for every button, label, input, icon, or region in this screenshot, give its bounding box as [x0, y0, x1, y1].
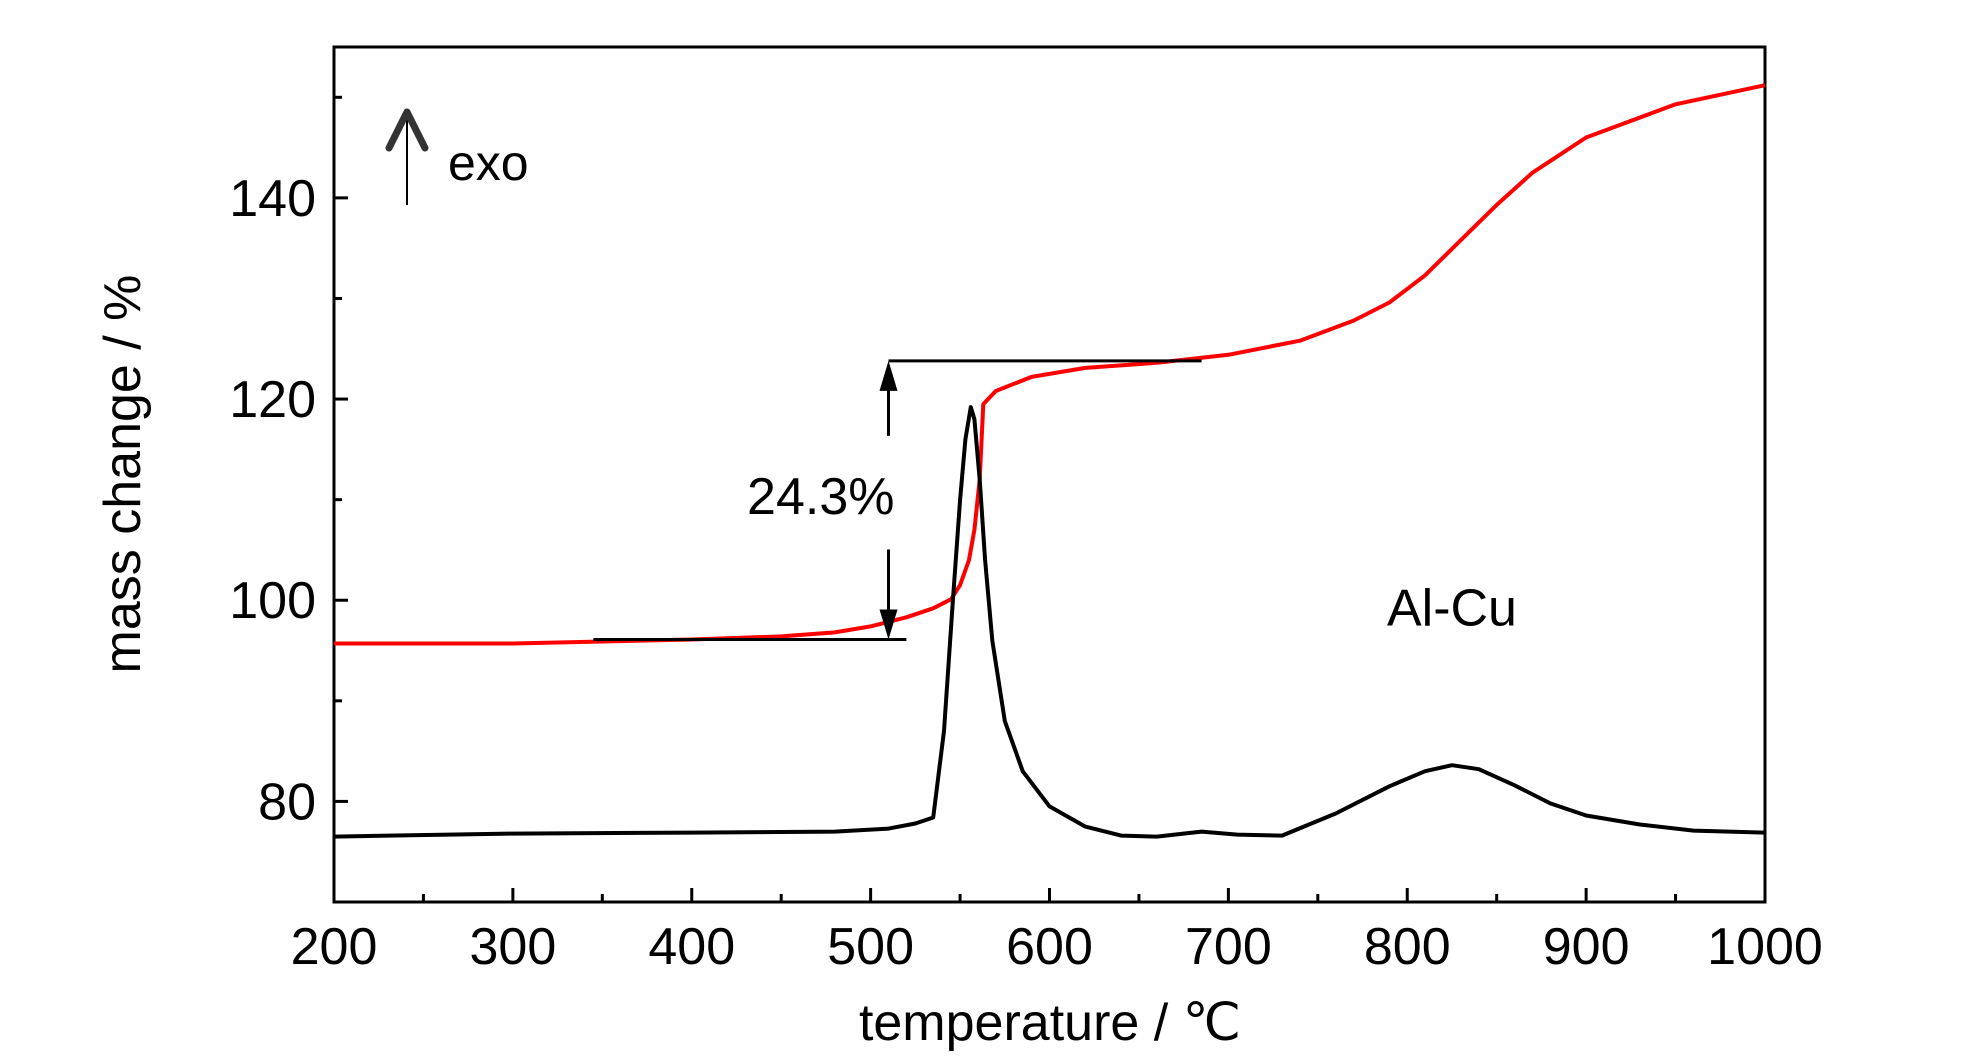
up-arrow-head: [879, 360, 898, 391]
y-tick-label: 80: [258, 773, 316, 831]
y-tick-label: 100: [229, 572, 316, 630]
x-tick-label: 300: [469, 918, 556, 976]
mass-gain-label: 24.3%: [747, 468, 894, 526]
x-tick-label: 1000: [1707, 918, 1823, 976]
y-axis-ticks: 80 100 120 140: [229, 95, 348, 831]
x-tick-label: 200: [291, 918, 378, 976]
x-tick-label: 400: [648, 918, 735, 976]
plot-area: [332, 45, 1767, 904]
x-tick-label: 800: [1364, 918, 1451, 976]
x-axis-ticks: 200 300 400 500 600 700 800 900 1000: [291, 888, 1823, 976]
series-line-black: [333, 405, 1766, 839]
x-tick-label: 500: [827, 918, 914, 976]
series-line-red: [334, 83, 1766, 646]
x-tick-label: 700: [1185, 918, 1272, 976]
x-tick-label: 900: [1543, 918, 1630, 976]
y-tick-label: 120: [229, 371, 316, 429]
annotation-layer: 24.3% Al-Cu exo: [385, 108, 1517, 641]
y-tick-label: 140: [229, 170, 316, 228]
down-arrow-head: [879, 609, 898, 640]
y-axis-title: mass change / %: [94, 275, 152, 674]
exo-label: exo: [448, 135, 529, 191]
x-axis-title: temperature / ℃: [859, 994, 1241, 1052]
exo-arrow-icon: [385, 108, 429, 152]
series-layer: [333, 83, 1766, 839]
x-tick-label: 600: [1006, 918, 1093, 976]
sample-label: Al-Cu: [1387, 579, 1517, 637]
